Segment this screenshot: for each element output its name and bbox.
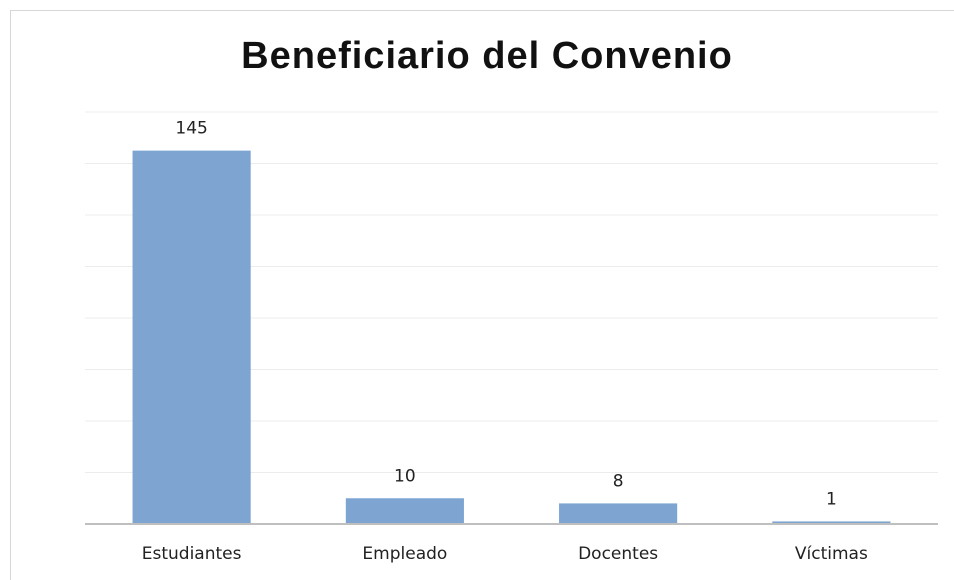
bar xyxy=(132,150,251,524)
x-tick-label: Víctimas xyxy=(795,544,868,564)
bar xyxy=(559,503,678,524)
chart-title: Beneficiario del Convenio xyxy=(241,35,733,77)
x-tick-label: Docentes xyxy=(578,544,658,564)
value-label: 8 xyxy=(613,471,624,491)
bar xyxy=(345,498,464,524)
x-tick-label: Estudiantes xyxy=(142,544,242,564)
value-label: 1 xyxy=(826,489,837,509)
x-tick-label: Empleado xyxy=(362,544,447,564)
value-label: 10 xyxy=(394,466,416,486)
value-label: 145 xyxy=(175,119,207,139)
bar xyxy=(772,521,891,524)
